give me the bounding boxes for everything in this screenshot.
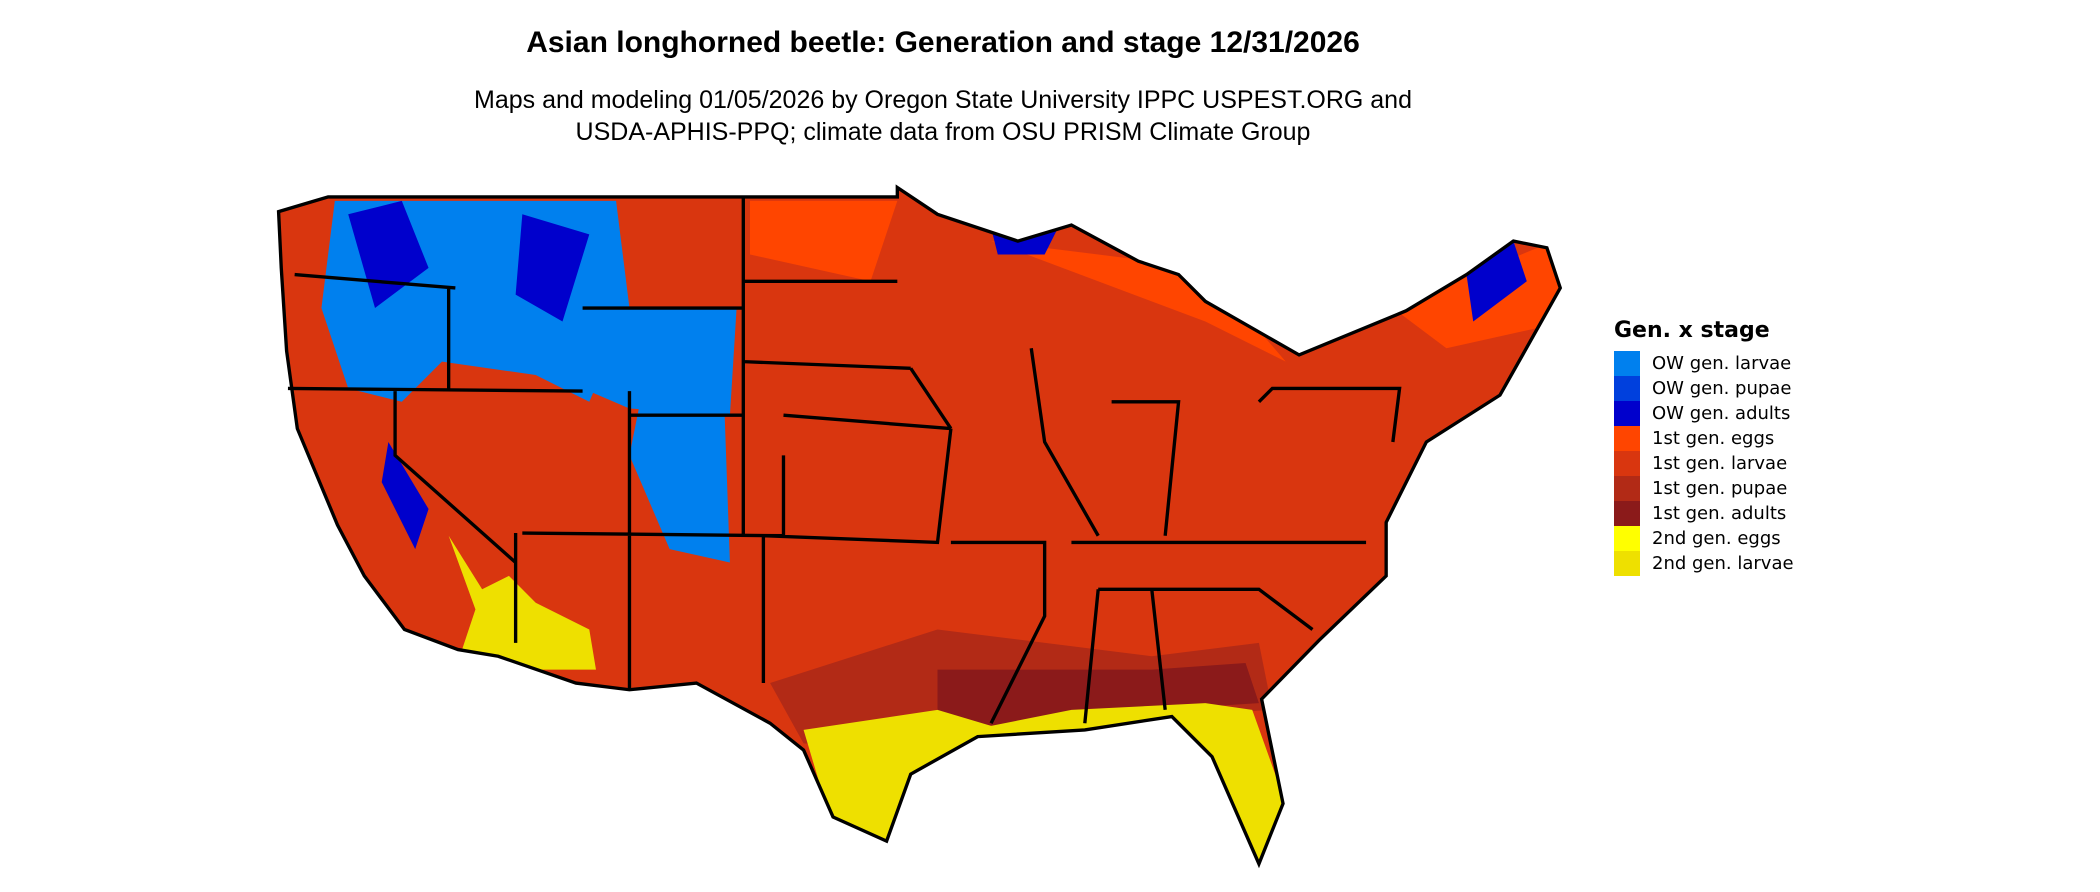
region-2nd-gen-larvae bbox=[448, 535, 1286, 864]
legend-label: OW gen. pupae bbox=[1652, 378, 1792, 399]
legend-label: 1st gen. larvae bbox=[1652, 453, 1788, 474]
legend-item: 1st gen. larvae bbox=[1614, 451, 1794, 476]
legend-item: 2nd gen. eggs bbox=[1614, 526, 1794, 551]
legend-swatch bbox=[1614, 551, 1640, 576]
legend-swatch bbox=[1614, 376, 1640, 401]
region-ow-gen-larvae bbox=[321, 200, 737, 563]
map-subtitle: Maps and modeling 01/05/2026 by Oregon S… bbox=[0, 84, 1886, 148]
legend-item: OW gen. adults bbox=[1614, 401, 1794, 426]
subtitle-line-1: Maps and modeling 01/05/2026 by Oregon S… bbox=[474, 86, 1412, 114]
legend-swatch bbox=[1614, 426, 1640, 451]
legend: Gen. x stage OW gen. larvae OW gen. pupae… bbox=[1614, 318, 1794, 576]
legend-label: 2nd gen. eggs bbox=[1652, 528, 1781, 549]
legend-title: Gen. x stage bbox=[1614, 318, 1770, 343]
legend-swatch bbox=[1614, 401, 1640, 426]
legend-label: 2nd gen. larvae bbox=[1652, 553, 1794, 574]
legend-swatch bbox=[1614, 351, 1640, 376]
legend-swatch bbox=[1614, 476, 1640, 501]
legend-swatch bbox=[1614, 501, 1640, 526]
legend-item: OW gen. larvae bbox=[1614, 351, 1794, 376]
state-borders bbox=[276, 185, 1562, 866]
legend-label: 1st gen. eggs bbox=[1652, 428, 1775, 449]
legend-label: OW gen. adults bbox=[1652, 403, 1791, 424]
legend-item: 1st gen. eggs bbox=[1614, 426, 1794, 451]
legend-swatch bbox=[1614, 526, 1640, 551]
region-1st-gen-eggs bbox=[750, 200, 1561, 362]
legend-item: 1st gen. adults bbox=[1614, 501, 1794, 526]
legend-label: 1st gen. adults bbox=[1652, 503, 1787, 524]
legend-item: 1st gen. pupae bbox=[1614, 476, 1794, 501]
legend-item: OW gen. pupae bbox=[1614, 376, 1794, 401]
region-1st-gen-adults bbox=[937, 662, 1259, 730]
legend-label: 1st gen. pupae bbox=[1652, 478, 1788, 499]
legend-label: OW gen. larvae bbox=[1652, 353, 1792, 374]
legend-swatch bbox=[1614, 451, 1640, 476]
subtitle-line-2: USDA-APHIS-PPQ; climate data from OSU PR… bbox=[575, 118, 1311, 146]
legend-item: 2nd gen. larvae bbox=[1614, 551, 1794, 576]
map-title: Asian longhorned beetle: Generation and … bbox=[526, 26, 1360, 59]
